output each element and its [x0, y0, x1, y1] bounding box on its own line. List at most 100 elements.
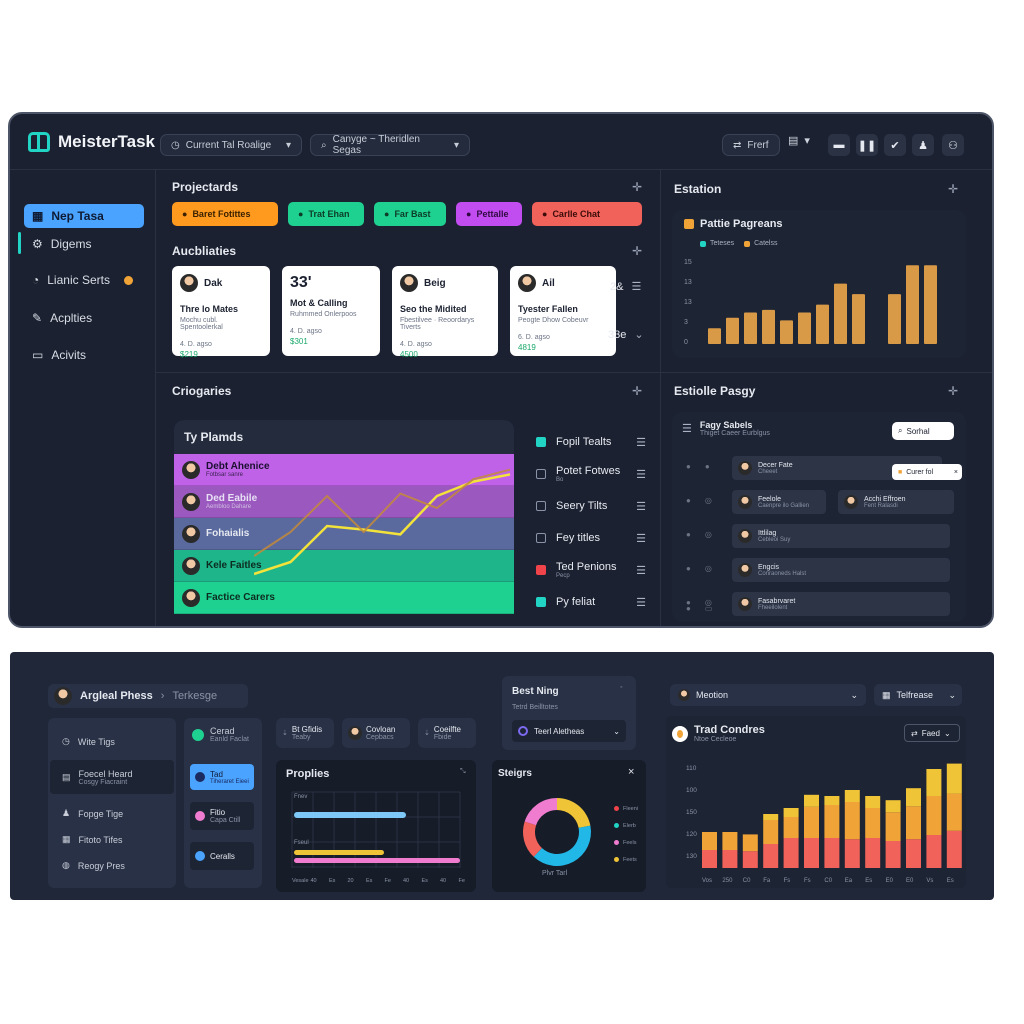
timeline-dot-icon: ●	[686, 604, 691, 613]
tag-icon: ●	[466, 209, 472, 219]
menu-icon[interactable]: ☰	[636, 500, 646, 513]
filter-button[interactable]: ⇄ Frerf	[722, 134, 780, 156]
trad-button[interactable]: ⇄ Faed ⌄	[904, 724, 960, 742]
check-icon[interactable]: ✔	[884, 134, 906, 156]
menu-icon[interactable]: ☰	[631, 281, 642, 293]
more-icon[interactable]: ◦	[620, 684, 623, 691]
mention-select[interactable]: Meotion ⌄	[670, 684, 866, 706]
filter-icon: ⇄	[733, 139, 742, 151]
legend-row[interactable]: Fey titles ☰	[536, 522, 646, 554]
clipboard-menu[interactable]: ▤ ▾	[788, 134, 810, 147]
menu-icon[interactable]: ☰	[636, 532, 646, 545]
bar-segment	[865, 838, 881, 868]
expand-icon[interactable]: ⤡	[460, 768, 466, 775]
chip-2[interactable]: ● Far Bast	[374, 202, 446, 226]
nav-item-1[interactable]: ▤ Foecel Heard Cosgy Fiacraint	[50, 760, 174, 794]
nav-item-2[interactable]: ♟ Fopge Tige	[62, 808, 123, 819]
card-name: Beig	[424, 277, 446, 289]
x-tick-label: Ea	[845, 878, 853, 884]
chip-4[interactable]: ● Carlle Chat	[532, 202, 642, 226]
mid-item-0[interactable]: Cerad Eanld Faclat	[192, 726, 249, 743]
search-dropdown[interactable]: ⌕ Canyge ~ Theridlen Segas ▾	[310, 134, 470, 156]
activity-card[interactable]: Ail Tyester Fallen Peogte Dhow Cobeuvr 6…	[510, 266, 616, 356]
mini-card-label: Coeilfte	[433, 725, 461, 734]
estolle-item[interactable]: Acchi Effroen Fent Ralasdi	[838, 490, 954, 514]
mid-item-1[interactable]: Tad Tiheraret Eieei	[190, 764, 254, 790]
x-tick-label: C0	[824, 878, 832, 884]
sidebar-item-4[interactable]: ▭ Acivits	[24, 343, 144, 367]
category-row[interactable]: Factice Carers	[174, 582, 514, 614]
nav-item-4[interactable]: ◍ Reogy Pres	[62, 860, 125, 871]
mini-card[interactable]: ⇣ Bt Gfidis Teaby	[276, 718, 334, 748]
best-select[interactable]: Teerl Aletheas ⌄	[512, 720, 626, 742]
category-row[interactable]: Debt Ahenice Fotbsar sanre	[174, 454, 514, 486]
timeline-step-icon: ◎	[704, 496, 712, 505]
legend-label: Elerb	[623, 822, 636, 829]
nav-item-0[interactable]: ◷ Wite Tigs	[62, 736, 115, 747]
tel-select[interactable]: ▦ Telfrease ⌄	[874, 684, 962, 706]
mid-item-2[interactable]: Fitio Capa Ctill	[190, 802, 254, 830]
nav-item-3[interactable]: ▦ Fitoto Tifes	[62, 834, 123, 845]
sidebar-item-0[interactable]: ▦ Nep Tasa	[24, 204, 144, 228]
chip-3[interactable]: ● Pettalle	[456, 202, 522, 226]
activity-card[interactable]: 33' Mot & Calling Ruhmmed Onlerpoos 4. D…	[282, 266, 380, 356]
close-icon[interactable]: ×	[953, 468, 958, 476]
mini-card[interactable]: ⇣ Coeilfte Fbide	[418, 718, 476, 748]
move-icon[interactable]: ✛	[948, 384, 959, 398]
app-logo[interactable]: MeisterTask	[28, 132, 155, 152]
category-row[interactable]: Kele Faitles	[174, 550, 514, 582]
sidebar-item-1[interactable]: ⚙ Digems	[24, 232, 144, 256]
avatar	[844, 495, 858, 509]
move-icon[interactable]: ✛	[632, 384, 643, 398]
menu-icon[interactable]: ☰	[636, 564, 646, 577]
mini-card[interactable]: Covloan Cepbacs	[342, 718, 410, 748]
avatar	[182, 556, 200, 575]
y-tick-label: 120	[686, 831, 697, 838]
dropdown-filter-1[interactable]: ◷ Current Tal Roalige ▾	[160, 134, 302, 156]
chip-0[interactable]: ● Baret Fotittes	[172, 202, 278, 226]
menu-icon[interactable]: ☰	[636, 468, 646, 481]
chat-icon[interactable]: ▬	[828, 134, 850, 156]
columns-icon[interactable]: ❚❚	[856, 134, 878, 156]
sidebar-item-3[interactable]: ✎ Acplties	[24, 306, 144, 330]
bar-segment	[763, 820, 779, 844]
legend-row[interactable]: Seery Tilts ☰	[536, 490, 646, 522]
category-name: Ded Eabile	[206, 493, 258, 504]
mid-item-3[interactable]: Ceralls	[190, 842, 254, 870]
estolle-panel-title: Fagy Sabels	[699, 420, 753, 430]
breadcrumb-item[interactable]: Argleal Phess	[80, 690, 153, 702]
breadcrumb-item[interactable]: Terkesge	[172, 690, 218, 702]
move-icon[interactable]: ✛	[632, 180, 643, 194]
estolle-item[interactable]: Feelole Caenpre ilo Gallien	[732, 490, 826, 514]
estolle-item[interactable]: Ittlilag Cebleoi Suy	[732, 524, 950, 548]
category-row[interactable]: Fohaialis	[174, 518, 514, 550]
close-icon[interactable]: ×	[628, 766, 635, 778]
legend-row[interactable]: Potet Fotwes Bo ☰	[536, 458, 646, 490]
estolle-item[interactable]: Fasabrvaret Fheeilolent	[732, 592, 950, 616]
estation-legend: Teteses Catelss	[700, 240, 777, 247]
legend-row[interactable]: Fopil Tealts ☰	[536, 426, 646, 458]
team-icon[interactable]: ⚇	[942, 134, 964, 156]
pin-icon: ⇣	[424, 730, 430, 737]
activity-card[interactable]: Beig Seo the Midited Fbestilvee · Reoord…	[392, 266, 498, 359]
estolle-item-name: Fasabrvaret	[758, 597, 796, 605]
legend-item: Teteses	[700, 240, 734, 247]
donut-legend-item: Fleeni	[614, 800, 638, 817]
chevron-down-icon: ⌄	[948, 689, 956, 700]
legend-row[interactable]: Py feliat ☰	[536, 586, 646, 618]
donut-legend-item: Elerb	[614, 817, 638, 834]
avatar	[180, 274, 198, 292]
activity-card[interactable]: Dak Thre lo Mates Mochu cubl. Spentooler…	[172, 266, 270, 359]
user-icon[interactable]: ♟	[912, 134, 934, 156]
menu-icon[interactable]: ☰	[636, 596, 646, 609]
chip-1[interactable]: ● Trat Ehan	[288, 202, 364, 226]
menu-icon[interactable]: ☰	[636, 436, 646, 449]
sidebar-item-2[interactable]: ◔ Lianic Serts	[24, 268, 144, 292]
estolle-search[interactable]: ⌕ Sorhal	[892, 422, 954, 440]
chevron-down-icon[interactable]: ⌄	[634, 329, 644, 341]
estolle-item[interactable]: Engcis Conraoneds Halst	[732, 558, 950, 582]
move-icon[interactable]: ✛	[632, 244, 643, 258]
move-icon[interactable]: ✛	[948, 182, 959, 196]
legend-row[interactable]: Ted Penions Pecp ☰	[536, 554, 646, 586]
tooltip[interactable]: ■ Curer fol ×	[892, 464, 962, 480]
